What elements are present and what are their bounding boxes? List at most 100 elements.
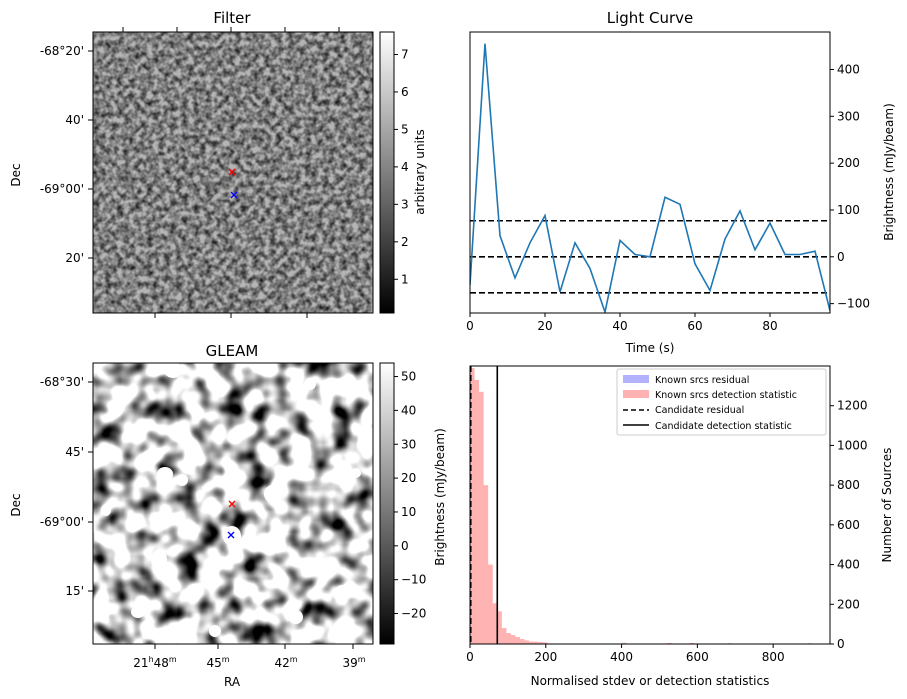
- light-curve-xticks: 0 20 40 60 80: [466, 313, 778, 333]
- histogram-xtick-label: 200: [534, 650, 557, 664]
- histogram-bar: [497, 611, 502, 644]
- filter-ytick-label: 20': [65, 251, 84, 265]
- histogram-candidate-lines: [469, 366, 499, 644]
- histogram-ytick-label: 1000: [837, 438, 868, 452]
- histogram-xtick-label: 400: [610, 650, 633, 664]
- legend-label-candidate-detection: Candidate detection statistic: [655, 421, 792, 432]
- light-curve-xtick-label: 40: [612, 319, 627, 333]
- histogram-bars: [470, 367, 812, 644]
- legend-swatch-detection: [623, 390, 649, 398]
- filter-marker-red: [228, 168, 236, 176]
- histogram-legend: Known srcs residual Known srcs detection…: [616, 368, 827, 436]
- light-curve-ytick-label: 300: [837, 109, 860, 123]
- gleam-xtick-hours-unit: h: [149, 655, 154, 664]
- filter-colorbar-ticks: 1 2 3 4 5 6 7: [394, 47, 409, 286]
- gleam-xtick-label: 21h48m: [133, 655, 177, 670]
- gleam-colorbar-label: Brightness (mJy/beam): [433, 428, 447, 566]
- gleam-xtick-label: 39m: [342, 655, 365, 670]
- histogram-bar: [520, 639, 525, 644]
- histogram-bar: [533, 641, 539, 644]
- light-curve-ytick-label: 400: [837, 62, 860, 76]
- histogram-bar: [529, 641, 534, 644]
- gleam-title: GLEAM: [206, 342, 259, 360]
- histogram-yticks: 0 200 400 600 800 1000 1200: [830, 399, 868, 651]
- gleam-xtick-label: 45m: [206, 655, 229, 670]
- colorbar-tick-label: 10: [401, 505, 416, 519]
- filter-colorbar: [379, 31, 395, 314]
- light-curve-ytick-label: 0: [837, 250, 845, 264]
- colorbar-tick-label: −20: [401, 607, 426, 621]
- gleam-xtick-minutes-unit: m: [358, 655, 366, 664]
- gleam-marker-blue: [227, 531, 235, 539]
- light-curve-ytick-label: 200: [837, 156, 860, 170]
- histogram-bar: [483, 485, 489, 644]
- light-curve-axes-frame: [469, 31, 831, 314]
- gleam-ylabel: Dec: [9, 493, 23, 516]
- histogram-ytick-label: 200: [837, 597, 860, 611]
- histogram-bar: [488, 564, 493, 644]
- colorbar-tick-label: 20: [401, 471, 416, 485]
- colorbar-tick-label: 1: [401, 272, 409, 286]
- gleam-panel: GLEAM -68°30' 45' -69°00' 15': [9, 342, 447, 689]
- light-curve-ytick-label: 100: [837, 203, 860, 217]
- histogram-ytick-label: 0: [837, 637, 845, 651]
- histogram-axes-frame: [469, 365, 831, 645]
- gleam-ytick-label: 15': [65, 584, 84, 598]
- gleam-xtick-hours: 21: [133, 656, 148, 670]
- filter-ylabel: Dec: [9, 163, 23, 186]
- colorbar-tick-label: 7: [401, 47, 409, 61]
- gleam-bright-sources: [101, 363, 361, 637]
- gleam-colorbar: [379, 362, 395, 645]
- histogram-bar: [506, 633, 511, 644]
- filter-marker-blue: [230, 191, 238, 199]
- gleam-xtick-minutes-unit: m: [290, 655, 298, 664]
- histogram-ytick-label: 800: [837, 478, 860, 492]
- colorbar-tick-label: 4: [401, 160, 409, 174]
- light-curve-panel: Light Curve 0 20 40 60 80 −1000100200300400 …: [466, 9, 896, 355]
- filter-ytick-label: 40': [65, 113, 84, 127]
- filter-ytick-label: -68°20': [40, 44, 84, 58]
- light-curve-xtick-label: 0: [466, 319, 474, 333]
- histogram-bar: [524, 640, 530, 644]
- colorbar-tick-label: 0: [401, 539, 409, 553]
- histogram-xticks: 0 200 400 600 800: [466, 644, 785, 664]
- gleam-xlabel: RA: [224, 675, 241, 689]
- colorbar-tick-label: 6: [401, 85, 409, 99]
- light-curve-xtick-label: 20: [537, 319, 552, 333]
- light-curve-xtick-label: 60: [687, 319, 702, 333]
- light-curve-series-line: [470, 43, 830, 313]
- legend-frame: [616, 368, 827, 436]
- colorbar-tick-label: 40: [401, 403, 416, 417]
- histogram-bar: [515, 637, 521, 644]
- gleam-xtick-label: 42m: [274, 655, 297, 670]
- histogram-bar: [492, 603, 498, 644]
- filter-colorbar-label: arbitrary units: [413, 129, 427, 215]
- filter-axes-frame: [92, 31, 374, 314]
- gleam-marker-red: [228, 500, 236, 508]
- histogram-bar: [538, 642, 543, 644]
- gleam-xtick-minutes: 39: [342, 656, 357, 670]
- colorbar-tick-label: 30: [401, 437, 416, 451]
- histogram-ytick-label: 1200: [837, 399, 868, 413]
- light-curve-title: Light Curve: [607, 9, 693, 27]
- histogram-bar: [479, 391, 484, 644]
- gleam-ytick-label: -68°30': [40, 375, 84, 389]
- gleam-colorbar-ticks: −20 −10 0 10 20 30 40 50: [394, 370, 426, 621]
- filter-ytick-label: -69°00': [40, 182, 84, 196]
- light-curve-xlabel: Time (s): [625, 341, 675, 355]
- filter-title: Filter: [213, 9, 251, 27]
- legend-label-detection: Known srcs detection statistic: [655, 390, 797, 401]
- histogram-ytick-label: 400: [837, 558, 860, 572]
- gleam-xtick-minutes: 42: [274, 656, 289, 670]
- colorbar-tick-label: 3: [401, 197, 409, 211]
- gleam-ticks: [88, 381, 354, 649]
- colorbar-tick-label: 5: [401, 122, 409, 136]
- histogram-xtick-label: 600: [686, 650, 709, 664]
- colorbar-tick-label: 50: [401, 370, 416, 384]
- histogram-bar: [510, 635, 516, 644]
- gleam-ytick-label: 45': [65, 445, 84, 459]
- histogram-bar: [470, 367, 475, 644]
- histogram-bar: [542, 642, 548, 644]
- gleam-ytick-label: -69°00': [40, 515, 84, 529]
